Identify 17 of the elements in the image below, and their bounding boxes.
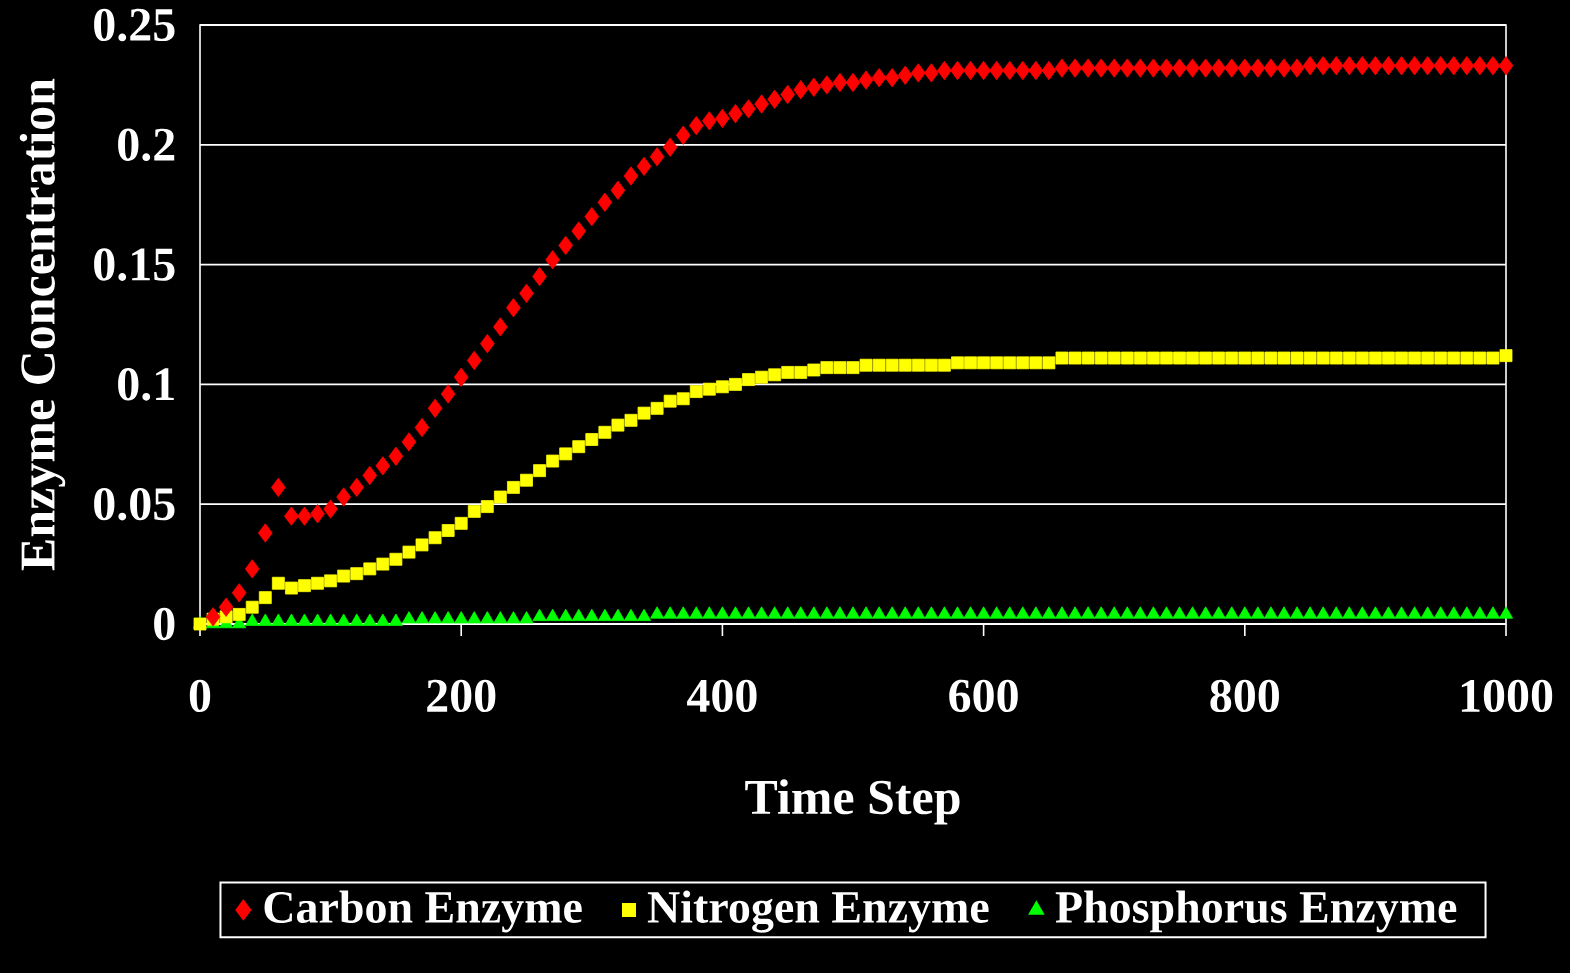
y-tick-label: 0.25 [94,8,175,42]
x-axis-title: Time Step [745,779,960,825]
x-tick-label: 400 [687,679,757,713]
legend-label: Carbon Enzyme [264,890,582,933]
x-tick-label: 800 [1210,679,1279,713]
y-tick-label: 0.05 [94,487,175,521]
y-tick-label: 0 [154,607,175,641]
y-axis-title: Enzyme Concentration [19,78,66,571]
y-tick-label: 0.1 [118,368,174,401]
x-tick-label: 1000 [1461,679,1553,713]
legend-label: Phosphorus Enzyme [1055,890,1457,933]
x-tick-label: 600 [949,679,1018,713]
y-tick-label: 0.2 [118,128,175,162]
x-tick-label: 0 [189,679,211,713]
x-tick-label: 200 [427,679,496,713]
legend-label: Nitrogen Enzyme [647,890,989,933]
y-tick-label: 0.15 [94,248,175,281]
